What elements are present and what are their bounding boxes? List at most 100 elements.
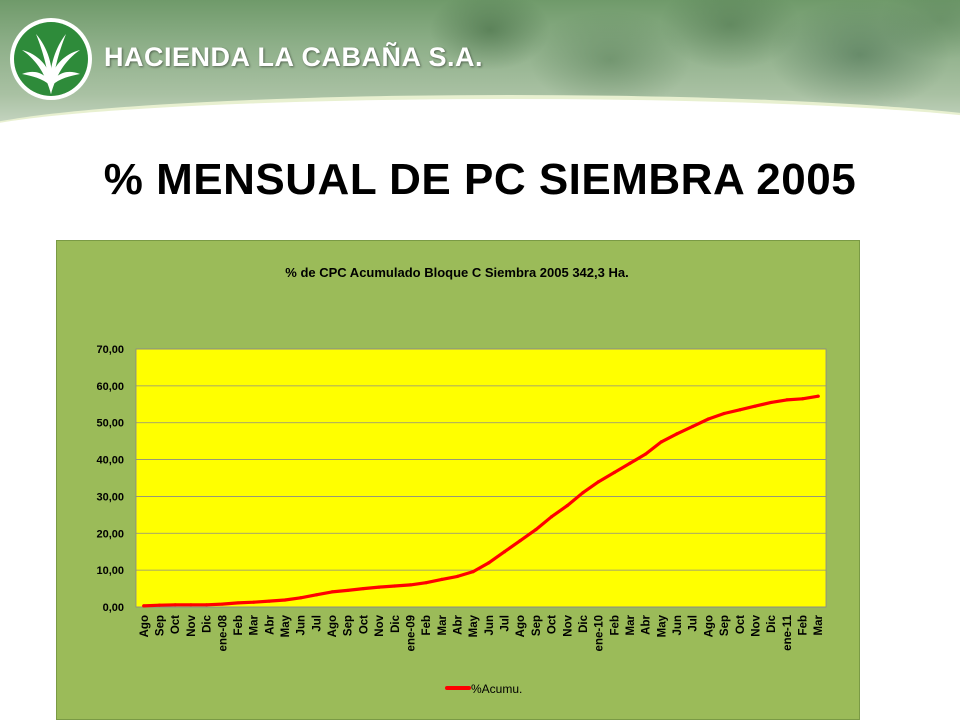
grid-lines xyxy=(136,348,826,608)
x-tick-label: Dic xyxy=(766,614,778,633)
x-tick-label: Feb xyxy=(233,615,245,635)
data-point xyxy=(597,480,601,484)
data-point xyxy=(424,581,428,585)
data-point xyxy=(330,590,334,594)
data-point xyxy=(455,574,460,579)
x-tick-label: Nov xyxy=(186,614,198,636)
data-point xyxy=(534,528,538,532)
data-point xyxy=(706,417,710,421)
x-tick-label: Dic xyxy=(390,614,402,633)
data-point xyxy=(691,424,695,428)
x-tick-label: May xyxy=(280,614,292,637)
data-point xyxy=(361,586,365,591)
x-tick-label: Nov xyxy=(562,614,574,636)
legend: %Acumu. xyxy=(445,682,522,696)
data-point xyxy=(816,394,820,398)
data-point xyxy=(252,600,256,604)
x-tick-label: Dic xyxy=(578,614,590,633)
data-point xyxy=(142,604,146,608)
series-layer xyxy=(142,394,820,608)
data-point xyxy=(769,400,773,405)
data-point xyxy=(659,440,663,444)
x-tick-label: Ago xyxy=(139,615,151,637)
x-tick-label: Jun xyxy=(296,615,308,635)
x-tick-label: Sep xyxy=(155,615,167,636)
data-point xyxy=(220,602,224,606)
y-tick-label: 50,00 xyxy=(96,418,124,430)
y-tick-label: 60,00 xyxy=(96,381,124,393)
data-point xyxy=(283,598,287,602)
x-tick-label: Mar xyxy=(437,614,449,635)
data-point xyxy=(612,470,616,475)
x-tick-label: Ago xyxy=(327,615,339,637)
x-tick-label: Jul xyxy=(500,615,512,632)
x-tick-label: Jul xyxy=(311,615,323,632)
data-point xyxy=(173,603,177,607)
x-tick-label: Nov xyxy=(750,614,762,636)
y-tick-label: 30,00 xyxy=(96,491,124,503)
chart-title: % de CPC Acumulado Bloque C Siembra 2005… xyxy=(285,265,628,280)
x-tick-label: ene-11 xyxy=(782,614,794,650)
header-banner: HACIENDA LA CABAÑA S.A. xyxy=(0,0,960,135)
x-tick-label: Feb xyxy=(421,615,433,635)
x-tick-label: Abr xyxy=(641,614,653,634)
page-title: % MENSUAL DE PC SIEMBRA 2005 xyxy=(103,155,857,204)
x-tick-label: Oct xyxy=(547,615,559,634)
data-point xyxy=(408,583,413,587)
data-point xyxy=(377,585,381,589)
x-tick-label: Oct xyxy=(735,615,747,634)
line-chart: % de CPC Acumulado Bloque C Siembra 2005… xyxy=(96,265,827,696)
y-tick-label: 10,00 xyxy=(96,565,124,577)
data-point xyxy=(471,570,475,574)
x-tick-label: Abr xyxy=(452,614,464,634)
data-point xyxy=(189,603,193,607)
x-tick-label: Mar xyxy=(625,614,637,635)
data-point xyxy=(628,461,632,465)
data-point xyxy=(565,504,569,508)
data-point xyxy=(299,596,303,600)
data-point xyxy=(738,408,742,412)
x-tick-label: ene-09 xyxy=(405,615,417,651)
x-tick-label: Oct xyxy=(358,615,370,634)
plot-area xyxy=(135,348,827,608)
x-tick-label: May xyxy=(656,614,668,637)
y-tick-label: 0,00 xyxy=(103,602,124,614)
data-point xyxy=(549,515,554,519)
data-point xyxy=(722,411,726,416)
data-point xyxy=(502,550,507,554)
data-point xyxy=(346,588,350,593)
x-tick-label: Sep xyxy=(719,615,731,636)
x-axis-ticks: Ago Sep Oct Nov Dic ene-08 Feb Mar Abr May Jun Jul A… xyxy=(139,614,825,651)
y-axis-ticks: 0,00 10,00 20,00 30,00 40,00 50,00 60,00 70,00 xyxy=(96,344,124,614)
x-tick-label: ene-10 xyxy=(594,615,606,651)
x-tick-label: Feb xyxy=(609,615,621,635)
data-point xyxy=(393,584,397,588)
data-point xyxy=(314,593,318,597)
data-point xyxy=(157,603,162,607)
y-tick-label: 70,00 xyxy=(96,344,124,356)
y-tick-label: 40,00 xyxy=(96,455,124,467)
x-tick-label: Ago xyxy=(703,615,715,637)
x-tick-label: Jun xyxy=(672,615,684,635)
data-point xyxy=(487,561,491,565)
data-point xyxy=(675,432,679,436)
x-tick-label: Sep xyxy=(343,615,355,636)
data-point xyxy=(581,491,585,495)
x-tick-label: Oct xyxy=(170,615,182,634)
x-tick-label: Abr xyxy=(264,614,276,634)
company-name: HACIENDA LA CABAÑA S.A. xyxy=(104,42,483,72)
legend-label: %Acumu. xyxy=(471,682,522,696)
data-point xyxy=(800,397,805,401)
data-point xyxy=(204,603,209,607)
data-point xyxy=(753,404,758,408)
x-tick-label: Mar xyxy=(249,614,261,635)
x-tick-label: Jun xyxy=(484,615,496,635)
x-tick-label: Jul xyxy=(688,615,700,632)
x-tick-label: Mar xyxy=(813,614,825,635)
x-tick-label: Ago xyxy=(515,615,527,637)
data-point xyxy=(785,398,789,402)
x-tick-label: ene-08 xyxy=(217,614,229,651)
y-tick-label: 20,00 xyxy=(96,528,124,540)
x-tick-label: Sep xyxy=(531,615,543,636)
series-line xyxy=(142,394,820,608)
